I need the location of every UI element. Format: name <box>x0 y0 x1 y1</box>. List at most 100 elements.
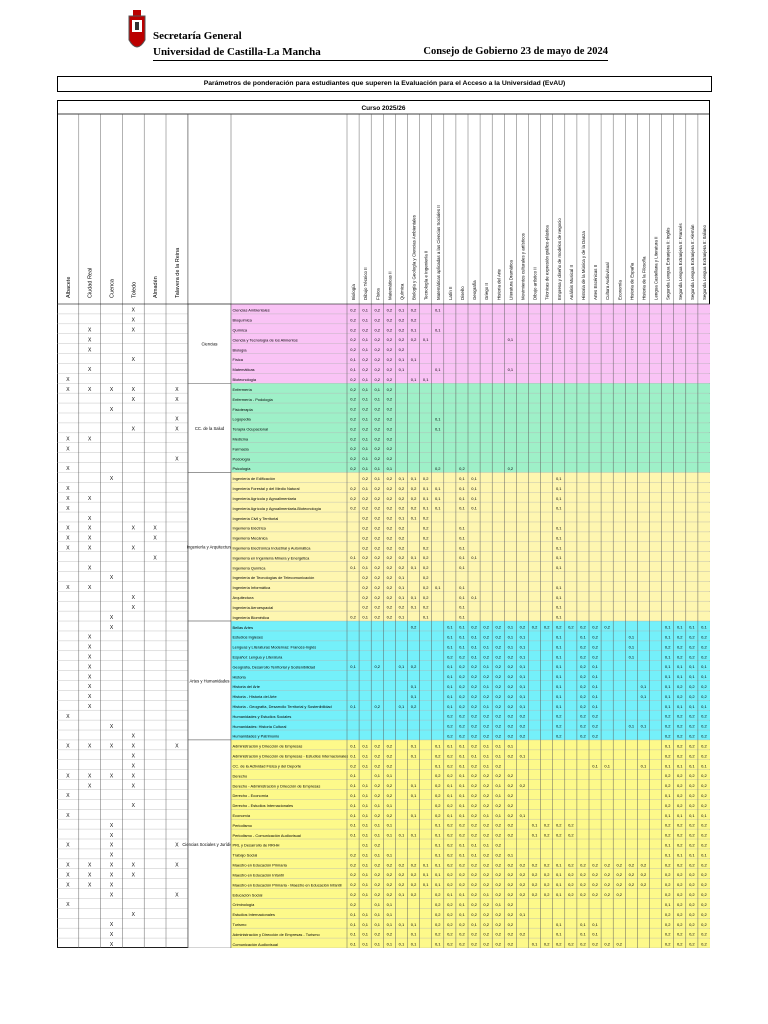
weight-value: 0,1 <box>483 743 489 748</box>
weight-value: 0,2 <box>374 585 380 590</box>
campus-mark: X <box>110 853 114 859</box>
weight-value: 0,1 <box>350 555 356 560</box>
weight-value: 0,1 <box>362 892 368 897</box>
weight-value: 0,1 <box>411 783 417 788</box>
weight-value: 0,2 <box>471 892 477 897</box>
weight-value: 0,1 <box>387 912 393 917</box>
subject-header: Química <box>399 283 404 300</box>
campus-mark: X <box>132 318 136 324</box>
weight-value: 0,1 <box>362 743 368 748</box>
weight-value: 0,2 <box>495 852 501 857</box>
degree-row <box>231 799 710 810</box>
weight-value: 0,2 <box>399 525 405 530</box>
subject-header: Dibujo artístico II <box>533 267 538 300</box>
weight-value: 0,1 <box>629 634 635 639</box>
campus-mark: X <box>88 882 92 888</box>
weight-value: 0,2 <box>447 654 453 659</box>
branch-cell <box>187 303 232 384</box>
weight-value: 0,2 <box>677 922 683 927</box>
weight-value: 0,2 <box>387 496 393 501</box>
weight-value: 0,2 <box>580 942 586 947</box>
campus-mark: X <box>88 635 92 641</box>
degree-row <box>231 611 710 622</box>
campus-mark: X <box>88 526 92 532</box>
campus-mark: X <box>110 833 114 839</box>
weight-value: 0,1 <box>471 922 477 927</box>
weight-value: 0,2 <box>447 872 453 877</box>
weight-value: 0,1 <box>483 704 489 709</box>
weight-value: 0,2 <box>568 942 574 947</box>
subject-header: Movimientos culturales y artísticos <box>520 232 525 300</box>
weight-value: 0,2 <box>362 407 368 412</box>
branch-label: Ciencias <box>201 342 217 347</box>
weight-value: 0,2 <box>641 872 647 877</box>
weight-value: 0,2 <box>374 377 380 382</box>
campus-mark: X <box>66 585 70 591</box>
weight-value: 0,1 <box>556 892 562 897</box>
degree-row <box>231 710 710 721</box>
weight-value: 0,2 <box>689 724 695 729</box>
weight-value: 0,2 <box>689 684 695 689</box>
weight-value: 0,2 <box>411 882 417 887</box>
weight-value: 0,2 <box>701 694 707 699</box>
weight-value: 0,1 <box>350 813 356 818</box>
degree-name: Administración y Dirección de Empresas -… <box>233 932 320 937</box>
weight-value: 0,1 <box>447 634 453 639</box>
weight-value: 0,1 <box>677 664 683 669</box>
weight-value: 0,1 <box>592 932 598 937</box>
weight-value: 0,2 <box>689 862 695 867</box>
weight-value: 0,1 <box>362 783 368 788</box>
weight-value: 0,2 <box>508 704 514 709</box>
weight-value: 0,1 <box>701 852 707 857</box>
campus-mark: X <box>88 674 92 680</box>
weight-value: 0,2 <box>387 743 393 748</box>
degree-row <box>231 561 710 572</box>
weight-value: 0,2 <box>544 882 550 887</box>
weight-value: 0,2 <box>508 773 514 778</box>
weight-value: 0,2 <box>520 862 526 867</box>
weight-value: 0,1 <box>701 674 707 679</box>
weight-value: 0,2 <box>399 882 405 887</box>
weight-value: 0,2 <box>350 426 356 431</box>
weight-value: 0,2 <box>411 872 417 877</box>
weight-value: 0,2 <box>677 714 683 719</box>
weight-value: 0,1 <box>374 773 380 778</box>
weight-value: 0,1 <box>411 595 417 600</box>
subject-header: Latín II <box>448 287 453 300</box>
weight-value: 0,1 <box>411 684 417 689</box>
degree-name: Medicina <box>233 437 249 442</box>
campus-header: Almadén <box>153 276 159 298</box>
weight-value: 0,2 <box>616 892 622 897</box>
weight-value: 0,2 <box>350 882 356 887</box>
weight-value: 0,1 <box>374 466 380 471</box>
degree-name: Fisioterapia <box>233 407 254 412</box>
header-meeting-date: Consejo de Gobierno 23 de mayo de 2024 <box>423 46 608 57</box>
weight-value: 0,2 <box>374 516 380 521</box>
weight-value: 0,1 <box>556 674 562 679</box>
campus-mark: X <box>66 536 70 542</box>
weight-value: 0,2 <box>350 337 356 342</box>
campus-mark: X <box>66 882 70 888</box>
weight-value: 0,1 <box>399 575 405 580</box>
campus-mark: X <box>153 526 157 532</box>
weight-value: 0,2 <box>350 862 356 867</box>
weight-value: 0,2 <box>483 912 489 917</box>
degree-row <box>231 373 710 384</box>
weight-value: 0,2 <box>665 734 671 739</box>
campus-mark: X <box>66 773 70 779</box>
weight-value: 0,1 <box>459 852 465 857</box>
weight-value: 0,2 <box>459 704 465 709</box>
degree-name: Bioquímica <box>233 318 253 323</box>
weight-value: 0,2 <box>350 496 356 501</box>
weight-value: 0,1 <box>459 912 465 917</box>
weight-value: 0,2 <box>411 625 417 630</box>
degree-row <box>231 690 710 701</box>
weight-value: 0,2 <box>387 882 393 887</box>
weight-value: 0,2 <box>495 882 501 887</box>
weight-value: 0,2 <box>471 803 477 808</box>
weight-value: 0,2 <box>459 694 465 699</box>
weight-value: 0,2 <box>677 843 683 848</box>
branch-label: CC. de la Salud <box>195 426 225 431</box>
campus-mark: X <box>132 803 136 809</box>
weight-value: 0,2 <box>701 753 707 758</box>
